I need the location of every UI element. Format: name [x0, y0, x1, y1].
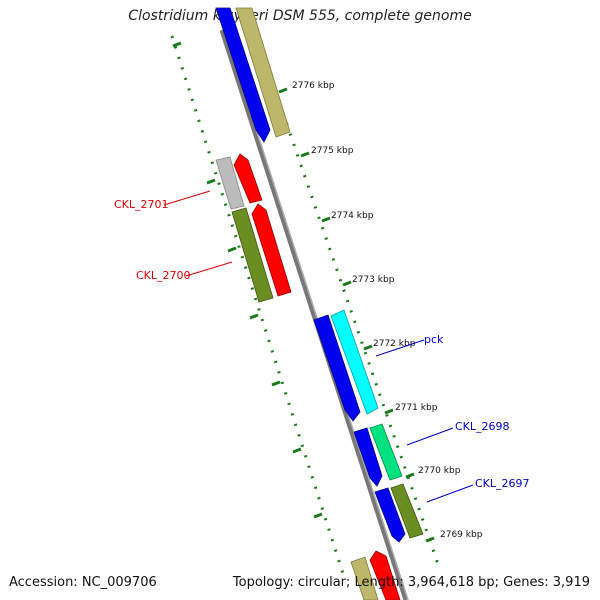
kbp-major-ticks: [278, 87, 435, 543]
genome-title: Clostridium kluyveri DSM 555, complete g…: [128, 8, 472, 24]
kbp-label-2770: 2770 kbp: [418, 466, 461, 476]
kbp-label-2773: 2773 kbp: [352, 275, 395, 285]
gene-olive-2697[interactable]: [390, 483, 424, 539]
gene-springgreen-2698[interactable]: [369, 423, 403, 481]
gene-blue-top[interactable]: [215, 7, 271, 143]
kbp-label-2772: 2772 kbp: [373, 339, 416, 349]
genome-summary-text: Topology: circular; Length: 3,964,618 bp…: [232, 575, 590, 590]
inner-major-ticks: [172, 41, 323, 519]
kbp-label-2769: 2769 kbp: [440, 530, 483, 540]
accession-text: Accession: NC_009706: [9, 575, 157, 590]
leader-ckl-2698: [406, 427, 454, 446]
gene-red-bottom[interactable]: [369, 550, 401, 600]
gene-label-ckl-2701[interactable]: CKL_2701: [114, 198, 169, 211]
gene-label-ckl-2700[interactable]: CKL_2700: [136, 269, 191, 282]
leader-ckl-2700: [185, 261, 233, 277]
gene-cyan-pck[interactable]: [330, 309, 379, 415]
gene-label-ckl-2698[interactable]: CKL_2698: [455, 420, 510, 433]
gene-red-upper[interactable]: [233, 153, 263, 204]
gene-gray[interactable]: [215, 156, 245, 210]
gene-olive-left[interactable]: [231, 207, 274, 303]
leader-pck: [375, 339, 425, 357]
gene-label-pck[interactable]: pck: [424, 333, 444, 346]
kbp-label-2776: 2776 kbp: [292, 81, 335, 91]
gene-red-lower[interactable]: [251, 203, 292, 297]
gene-blue-pck[interactable]: [313, 314, 361, 422]
gene-blue-2697[interactable]: [374, 487, 406, 543]
gene-blue-2698[interactable]: [353, 427, 383, 487]
gene-label-ckl-2697[interactable]: CKL_2697: [475, 477, 530, 490]
leader-ckl-2697: [426, 484, 474, 503]
kbp-label-2774: 2774 kbp: [331, 211, 374, 221]
kbp-label-2775: 2775 kbp: [311, 146, 354, 156]
kbp-label-2771: 2771 kbp: [395, 403, 438, 413]
leader-ckl-2701: [163, 190, 211, 206]
genome-backbone: [219, 29, 409, 600]
gene-khaki-top[interactable]: [235, 7, 291, 138]
gene-khaki-bottom[interactable]: [350, 556, 379, 600]
